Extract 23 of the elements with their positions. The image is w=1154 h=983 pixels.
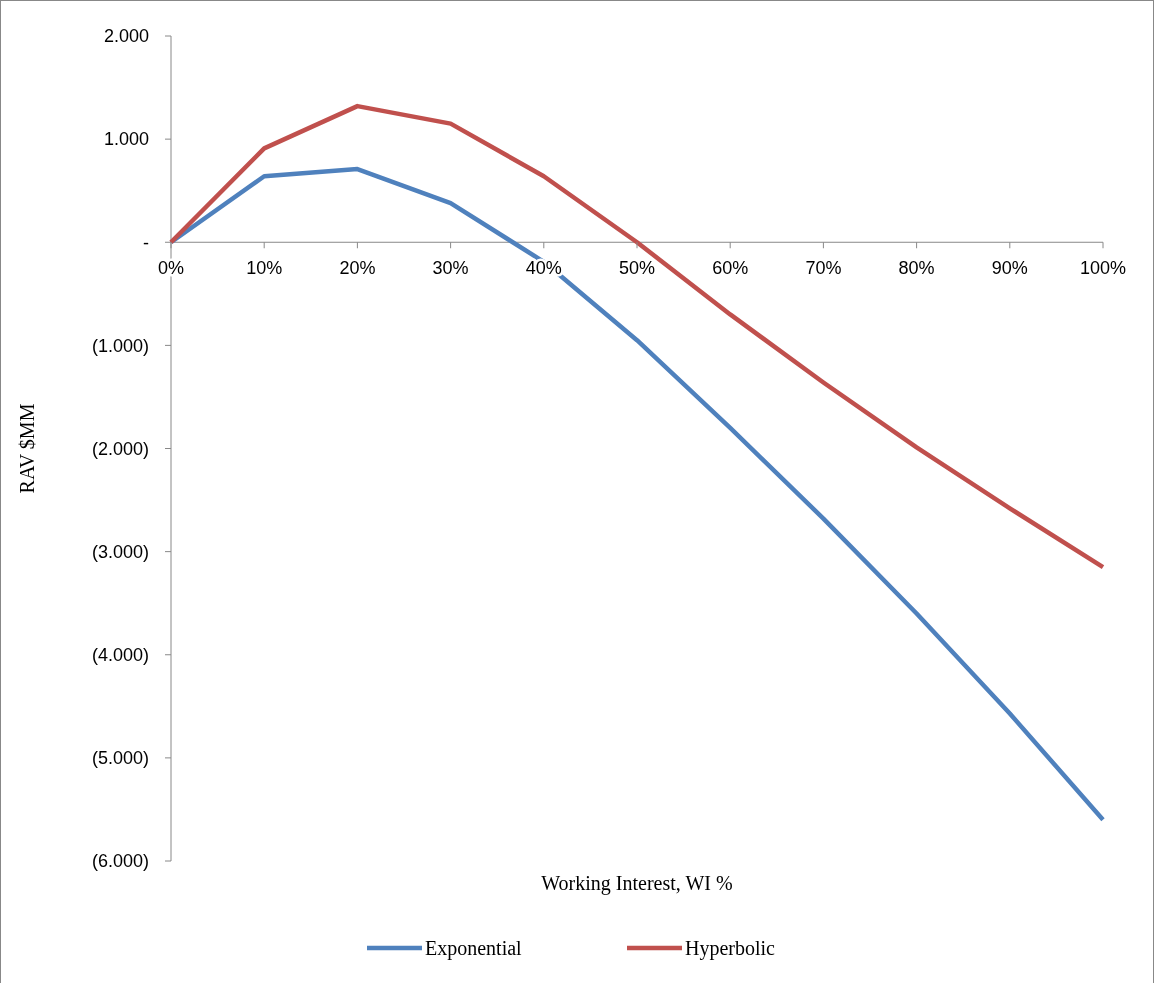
x-tick-label: 30% [432,258,469,279]
x-tick-label: 20% [339,258,376,279]
x-tick-label: 100% [1079,258,1127,279]
x-tick-label: 50% [618,258,656,279]
x-tick-label: 80% [898,258,935,279]
y-tick-label: (5.000) [91,748,149,769]
y-tick-label: 2.000 [103,26,149,47]
x-axis-title: Working Interest, WI % [541,872,733,895]
x-tick-label: 10% [246,258,283,279]
y-tick-label: 1.000 [103,129,149,150]
y-tick-label: (1.000) [91,335,149,356]
legend-label: Hyperbolic [685,937,776,960]
y-tick-label: (2.000) [91,438,149,459]
y-axis-title: RAV $MM [16,403,38,494]
x-tick-label: 60% [712,258,749,279]
y-tick-label: - [143,232,149,253]
legend-label: Exponential [425,937,523,960]
x-tick-label: 90% [991,258,1028,279]
y-tick-label: (6.000) [91,851,149,872]
x-tick-label: 70% [805,258,842,279]
y-tick-label: (4.000) [91,645,149,666]
x-tick-label: 0% [157,258,185,279]
y-tick-label: (3.000) [91,541,149,562]
